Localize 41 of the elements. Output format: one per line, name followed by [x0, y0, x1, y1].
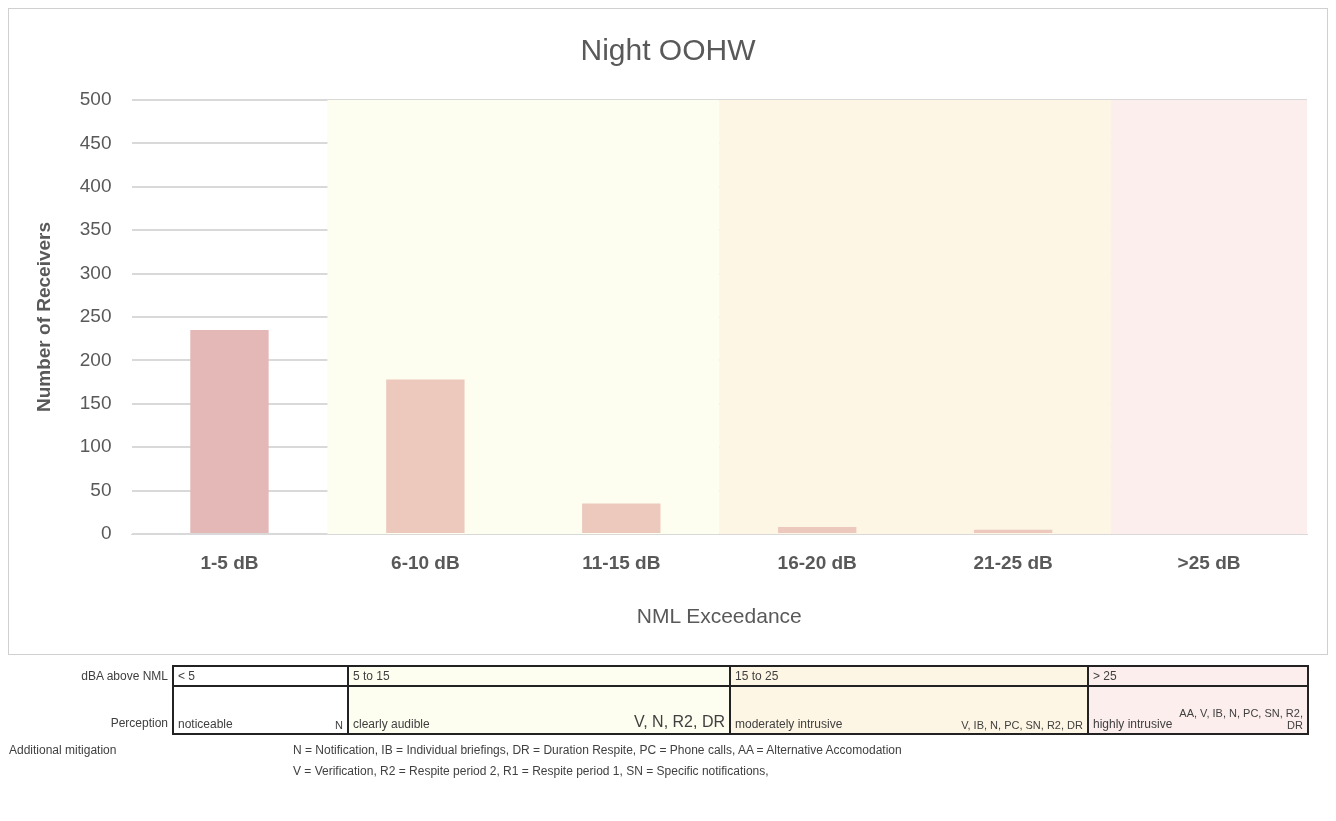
text: highly intrusive	[1093, 717, 1173, 731]
bar	[190, 330, 269, 533]
x-tick-label: >25 dB	[1177, 551, 1241, 573]
x-tick-label: 16-20 dB	[777, 551, 857, 573]
text: Perception	[109, 715, 169, 732]
text: N	[335, 719, 343, 731]
text: Additional mitigation	[8, 741, 118, 758]
y-tick-label: 350	[79, 218, 112, 240]
y-tick-label: 250	[79, 305, 112, 327]
x-tick-label: 1-5 dB	[200, 551, 259, 573]
x-tick-label: 11-15 dB	[582, 551, 661, 573]
y-tick-label: 450	[79, 131, 112, 153]
text: clearly audible	[353, 717, 430, 731]
y-axis-title: Number of Receivers	[32, 221, 54, 413]
y-tick-label: 500	[79, 88, 112, 110]
x-tick-label: 21-25 dB	[973, 551, 1053, 573]
bar	[778, 527, 857, 533]
y-tick-label: 150	[79, 392, 112, 414]
bar	[386, 379, 465, 533]
text: noticeable	[178, 717, 233, 731]
y-tick-label: 50	[90, 478, 112, 500]
text: V, IB, N, PC, SN, R2, DR	[961, 719, 1083, 731]
text: > 25	[1088, 666, 1308, 686]
x-axis-title: NML Exceedance	[636, 604, 802, 628]
y-tick-label: 200	[79, 348, 112, 370]
text: N = Notification, IB = Individual briefings, DR = Duration Respite, PC = Phone calls, AA = Alternative Accomodation	[292, 742, 903, 758]
text: 15 to 25	[730, 666, 1088, 686]
y-tick-label: 100	[79, 435, 112, 457]
y-tick-label: 0	[100, 522, 112, 544]
chart-title: Night OOHW	[580, 33, 757, 67]
y-tick-label: 400	[79, 175, 112, 197]
y-tick-label: 300	[79, 261, 112, 283]
text: V, N, R2, DR	[634, 713, 725, 731]
text: V = Verification, R2 = Respite period 2, R1 = Respite period 1, SN = Specific notifications,	[292, 763, 770, 779]
text: 5 to 15	[348, 666, 730, 686]
bar	[582, 503, 661, 533]
text: < 5	[173, 666, 348, 686]
text: AA, V, IB, N, PC, SN, R2, DR	[1178, 707, 1303, 731]
x-tick-label: 6-10 dB	[391, 551, 460, 573]
text: dBA above NML	[80, 668, 169, 685]
text: moderately intrusive	[735, 717, 843, 731]
